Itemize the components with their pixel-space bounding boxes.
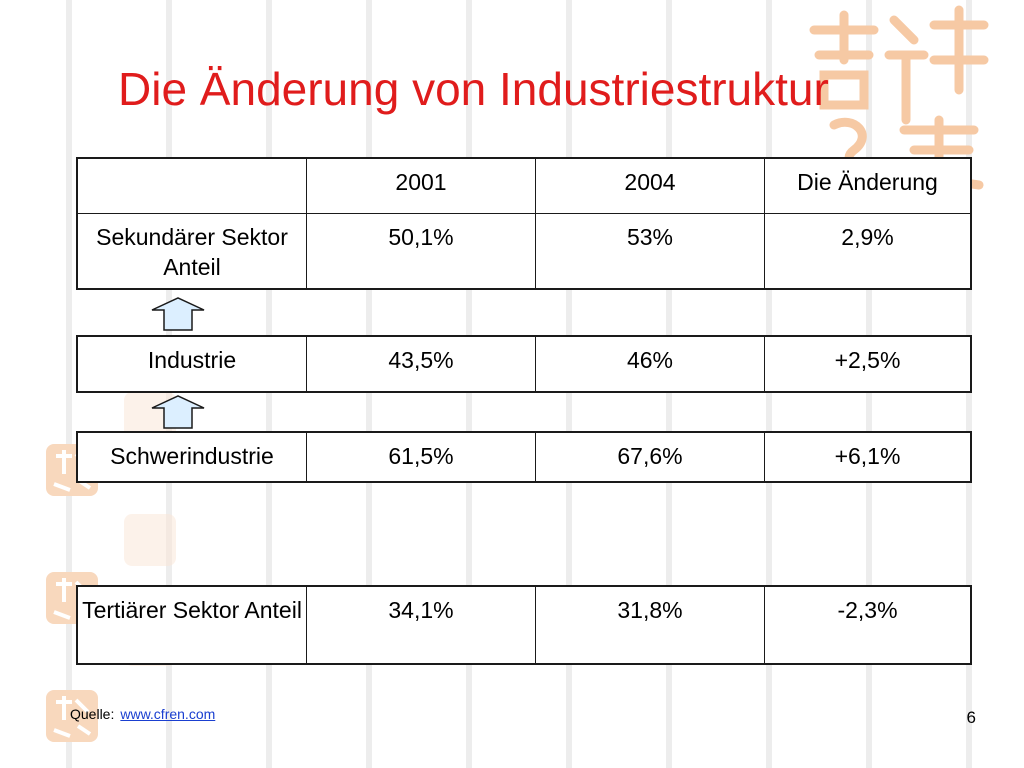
table-cell: 53% xyxy=(535,213,765,290)
table-header-cell: 2001 xyxy=(306,157,536,214)
page-number: 6 xyxy=(966,708,976,727)
slide-title: Die Änderung von Industriestruktur xyxy=(118,63,829,115)
table-cell: 67,6% xyxy=(535,431,765,483)
calligraphy-logo xyxy=(809,5,989,205)
table-cell: 46% xyxy=(535,335,765,393)
source-link[interactable]: www.cfren.com xyxy=(120,706,216,722)
seal-icon xyxy=(46,690,98,742)
table-row: Industrie 43,5% 46% +2,5% xyxy=(76,335,972,393)
tertiaer-table: Tertiärer Sektor Anteil 34,1% 31,8% -2,3… xyxy=(76,585,972,665)
table-cell: +6,1% xyxy=(764,431,972,483)
table-cell: 50,1% xyxy=(306,213,536,290)
up-arrow-icon xyxy=(151,395,205,429)
table-cell: 2,9% xyxy=(764,213,972,290)
seal-icon xyxy=(124,514,176,566)
table-row: Tertiärer Sektor Anteil 34,1% 31,8% -2,3… xyxy=(76,585,972,665)
up-arrow-icon xyxy=(151,297,205,331)
table-row: Sekundärer Sektor Anteil 50,1% 53% 2,9% xyxy=(76,213,972,290)
row-label: Sekundärer Sektor Anteil xyxy=(76,213,307,290)
table-cell: +2,5% xyxy=(764,335,972,393)
table-cell: 43,5% xyxy=(306,335,536,393)
table-cell: 34,1% xyxy=(306,585,536,665)
table-row: Schwerindustrie 61,5% 67,6% +6,1% xyxy=(76,431,972,483)
source-label: Quelle: xyxy=(70,706,115,722)
table-cell: 61,5% xyxy=(306,431,536,483)
row-label: Industrie xyxy=(76,335,307,393)
sector-table: 2001 2004 Die Änderung Sekundärer Sektor… xyxy=(76,157,972,290)
table-header-cell: Die Änderung xyxy=(764,157,972,214)
industrie-table: Industrie 43,5% 46% +2,5% xyxy=(76,335,972,393)
source-note: Quelle: www.cfren.com xyxy=(70,706,215,722)
table-header-row: 2001 2004 Die Änderung xyxy=(76,157,972,214)
table-header-cell xyxy=(76,157,307,214)
schwerindustrie-table: Schwerindustrie 61,5% 67,6% +6,1% xyxy=(76,431,972,483)
table-header-cell: 2004 xyxy=(535,157,765,214)
row-label: Tertiärer Sektor Anteil xyxy=(76,585,307,665)
table-cell: 31,8% xyxy=(535,585,765,665)
table-cell: -2,3% xyxy=(764,585,972,665)
row-label: Schwerindustrie xyxy=(76,431,307,483)
